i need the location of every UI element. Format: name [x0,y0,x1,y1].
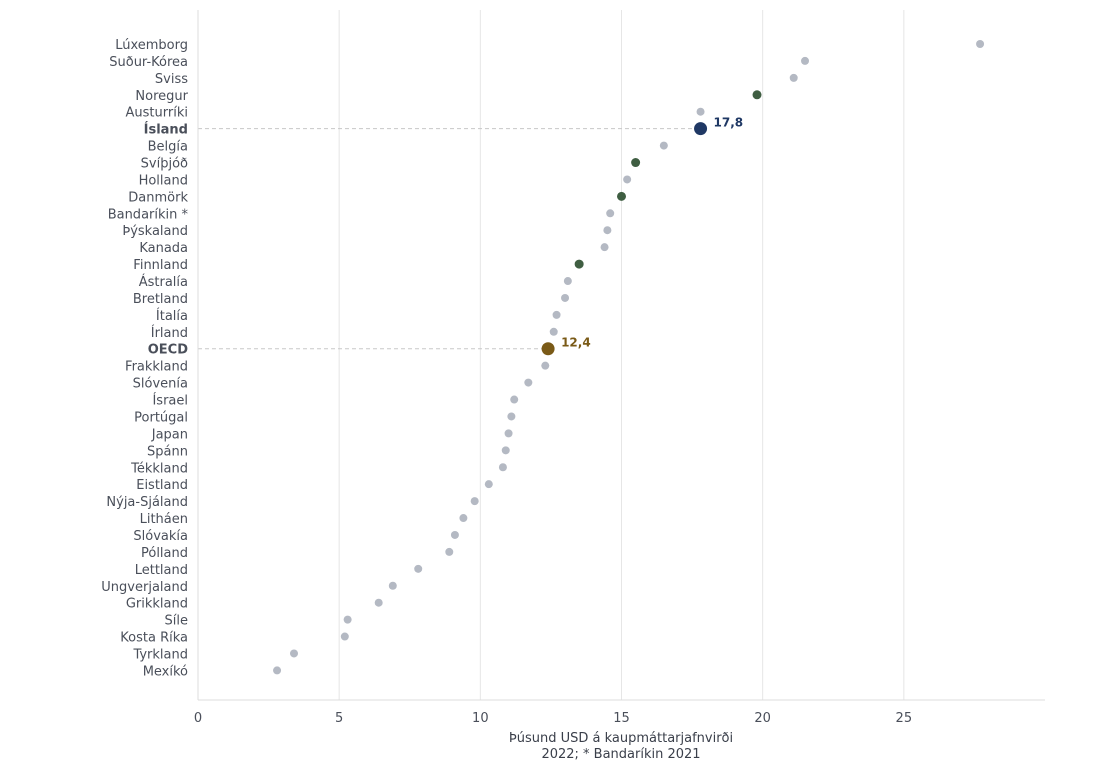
data-point [501,446,510,455]
data-point [541,342,555,356]
category-label: Nýja-Sjáland [106,495,188,510]
data-point [631,158,641,168]
data-point [484,480,493,489]
x-tick-label: 15 [613,711,630,726]
data-point [510,395,519,404]
category-label: Japan [151,427,188,442]
x-axis-title: Þúsund USD á kaupmáttarjafnvirði [509,731,733,746]
category-label: Írland [151,325,188,341]
category-label: Ungverjaland [101,580,188,595]
data-point [524,378,533,387]
x-axis-subtitle: 2022; * Bandaríkin 2021 [541,747,700,762]
category-label: Suður-Kórea [109,55,188,70]
data-point [600,243,609,252]
category-label: OECD [148,343,188,358]
category-label: Finnland [133,258,188,273]
category-label: Pólland [141,546,188,561]
data-points [273,40,985,675]
category-label: Kosta Ríka [120,631,188,646]
category-label: Litháen [140,512,188,527]
category-label: Síle [165,614,188,629]
data-point [445,547,454,556]
data-point [606,209,615,218]
data-point [563,277,572,286]
value-label: 12,4 [561,336,591,350]
category-label: Bretland [133,292,188,307]
x-axis: 0 5 10 15 20 25 [194,10,1045,726]
category-label: Ítalía [156,308,188,324]
data-point [659,141,668,150]
category-label: Slóvakía [133,529,188,544]
category-label: Noregur [135,89,188,104]
data-point [289,649,298,658]
x-tick-label: 10 [472,711,489,726]
data-point [617,191,626,201]
category-label: Lúxemborg [115,38,188,53]
data-point [696,107,705,116]
value-labels: 17,8 12,4 [561,116,743,350]
data-point [694,122,708,136]
category-label: Austurríki [126,106,188,121]
x-tick-label: 20 [754,711,771,726]
value-label: 17,8 [714,116,744,130]
category-label: Lettland [135,563,188,578]
data-point [374,598,383,607]
data-point [507,412,516,421]
category-label: Sviss [155,72,188,87]
data-point [574,259,584,269]
category-label: Svíþjóð [141,157,188,172]
category-label: Frakkland [125,360,188,375]
data-point [340,632,349,641]
data-point [414,564,423,573]
data-point [450,530,459,539]
data-point [789,73,798,82]
category-label: Danmörk [128,190,188,205]
data-point [459,514,468,523]
data-point [976,40,985,48]
data-point [273,666,282,675]
category-label: Ísland [144,122,188,138]
category-labels: Lúxemborg Suður-Kórea Sviss Noregur Austurrí… [101,38,188,679]
category-label: Ísrael [152,393,188,409]
data-point [549,327,558,336]
grid-lines [338,10,905,700]
category-label: Mexíkó [143,664,188,679]
category-label: Bandaríkin * [108,207,189,222]
category-label: Grikkland [126,597,188,612]
data-point [603,226,612,235]
data-point [552,310,561,319]
category-label: Belgía [148,140,188,155]
data-point [470,497,479,506]
data-point [504,429,513,438]
category-label: Ástralía [139,274,188,290]
category-label: Kanada [139,241,188,256]
category-label: Tyrkland [132,647,188,662]
data-point [388,581,397,590]
category-label: Eistland [136,478,188,493]
x-tick-label: 5 [335,711,343,726]
data-point [561,293,570,302]
data-point [801,56,810,65]
x-tick-label: 0 [194,711,202,726]
data-point [752,90,762,100]
category-label: Slóvenía [133,377,188,392]
category-label: Portúgal [134,410,188,425]
x-tick-label: 25 [896,711,913,726]
data-point [343,615,352,624]
category-label: Þýskaland [122,224,188,239]
reference-lines [198,128,701,350]
category-label: Holland [139,173,188,188]
category-label: Tékkland [130,461,188,476]
category-label: Spánn [147,444,188,459]
data-point [541,361,550,370]
data-point [623,175,632,184]
data-point [498,463,507,472]
